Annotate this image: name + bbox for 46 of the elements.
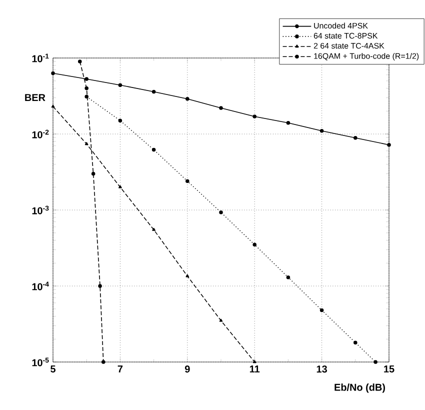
point [51,71,55,76]
point [252,360,256,364]
y-tick-label: 10$^{-2}$ [32,130,49,138]
point [186,96,190,101]
y-axis-title: BER [25,94,46,101]
point [51,104,55,108]
x-axis-title: Eb/No (dB) [334,384,385,393]
point [219,210,223,214]
point [152,228,156,231]
point [84,142,88,146]
point [84,77,88,81]
point [219,106,223,110]
x-tick-label: 11 [250,366,260,372]
point [91,172,96,176]
y-tick-label: 10$^{-4}$ [32,282,49,290]
point [286,275,290,280]
x-tick-label: 5 [50,366,56,372]
point [219,318,223,322]
point [354,340,358,344]
point [118,185,122,188]
point [387,142,391,147]
point [152,148,156,152]
y-tick-label: 10$^{-3}$ [32,206,49,214]
point [84,94,88,99]
x-tick-label: 7 [118,366,123,372]
point [374,360,378,364]
x-tick-label: 15 [384,366,394,372]
point [354,136,358,140]
point [252,242,256,247]
point [84,86,88,90]
x-tick-label: 13 [316,366,327,373]
point [186,179,190,184]
y-tick-label: 10$^{-5}$ [32,358,49,366]
y-tick-label: 10$^{-1}$ [32,54,49,62]
point [286,121,290,125]
point [152,90,156,94]
point [252,114,256,118]
point [98,284,102,288]
point [102,360,106,364]
point [186,274,190,278]
point [78,60,82,64]
x-tick-label: 9 [184,366,190,373]
point [320,308,324,312]
point [320,128,324,133]
point [118,118,122,123]
point [118,83,122,87]
